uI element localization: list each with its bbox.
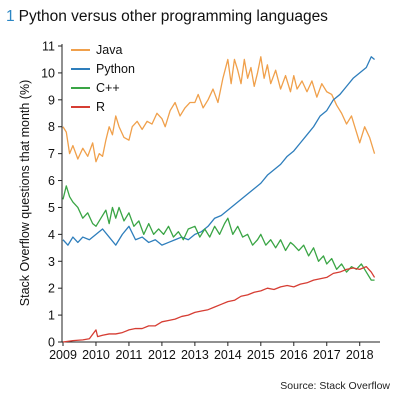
y-tick-label: 6	[48, 174, 55, 188]
legend-item-java: Java	[71, 40, 135, 59]
legend-label: R	[96, 99, 106, 114]
series-line-python	[62, 56, 375, 246]
series-line-cplusplus	[62, 185, 375, 281]
y-tick-label: 9	[48, 93, 55, 107]
figure-title-text: Python versus other programming language…	[18, 8, 328, 25]
y-tick-label: 7	[48, 147, 55, 161]
axes: 0 1 2 3 4 5 6 7 8 9 10 11 2009 2010 2011 2012 2013 2014 20…	[41, 40, 380, 362]
figure-number: 1	[6, 8, 15, 25]
series-line-r	[62, 266, 376, 343]
y-axis-label: Stack Overflow questions that month (%)	[18, 80, 32, 306]
legend-swatch	[71, 105, 90, 108]
x-tick-label: 2015	[247, 348, 275, 362]
series-line-java	[62, 56, 376, 163]
x-tick-label: 2016	[280, 348, 308, 362]
legend-label: C++	[96, 80, 120, 95]
legend-item-python: Python	[71, 59, 135, 78]
y-tick-label: 8	[48, 120, 55, 134]
legend-label: Python	[96, 61, 135, 76]
x-tick-label: 2017	[313, 348, 341, 362]
series-lines	[62, 56, 376, 343]
y-tick-label: 3	[48, 255, 55, 269]
x-tick-label: 2013	[181, 348, 209, 362]
legend-swatch	[71, 67, 90, 70]
x-tick-label: 2011	[115, 348, 142, 362]
y-tick-label: 1	[48, 309, 55, 323]
x-tick-label: 2014	[214, 348, 242, 362]
legend-item-cplusplus: C++	[71, 78, 135, 97]
y-tick-label: 4	[48, 228, 55, 242]
y-tick-label: 10	[41, 66, 55, 80]
y-tick-label: 2	[48, 282, 55, 296]
legend: Java Python C++ R	[71, 40, 135, 116]
y-tick-label: 0	[48, 336, 55, 350]
x-tick-label: 2009	[49, 348, 77, 362]
x-tick-label: 2018	[346, 348, 374, 362]
y-tick-label: 5	[48, 201, 55, 215]
figure-title: 1 Python versus other programming languag…	[6, 8, 328, 26]
y-tick-label: 11	[42, 40, 55, 54]
legend-label: Java	[96, 42, 123, 57]
legend-swatch	[71, 48, 90, 51]
x-tick-label: 2010	[82, 348, 110, 362]
x-tick-label: 2012	[148, 348, 176, 362]
source-note: Source: Stack Overflow	[280, 380, 390, 392]
legend-swatch	[71, 86, 90, 89]
legend-item-r: R	[71, 97, 135, 116]
